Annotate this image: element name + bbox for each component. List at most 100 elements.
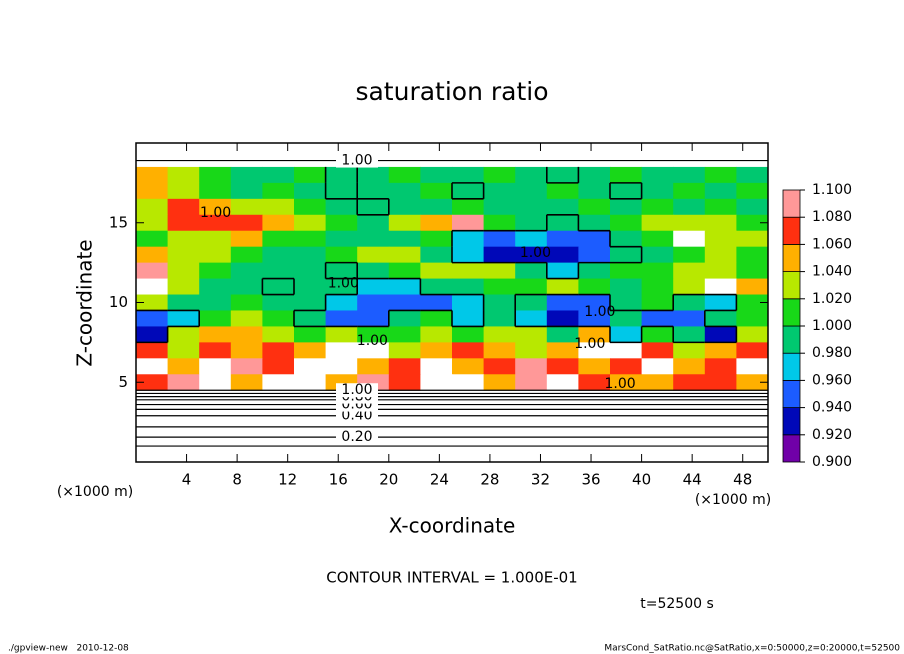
cell <box>515 278 548 296</box>
cell <box>515 342 548 359</box>
cell <box>704 358 737 375</box>
cell <box>704 310 737 327</box>
contour-label-bg <box>336 408 378 423</box>
cell <box>610 326 643 343</box>
contour-label: 1.00 <box>341 382 372 398</box>
cell <box>294 358 327 375</box>
cell <box>673 262 706 280</box>
colorbar-band <box>782 189 801 218</box>
cell <box>610 358 643 375</box>
y-tick-label: 15 <box>109 213 128 231</box>
colorbar-label: 0.940 <box>812 400 852 416</box>
cell <box>420 326 453 343</box>
cell <box>167 182 200 200</box>
cell <box>199 214 232 232</box>
cell <box>388 310 421 327</box>
cell <box>515 294 548 311</box>
cell <box>230 358 263 375</box>
cell <box>262 374 295 391</box>
cell <box>199 374 232 391</box>
cell <box>704 214 737 232</box>
x-tick-label: 4 <box>182 471 192 489</box>
y-tick-label: 5 <box>118 373 128 391</box>
cell <box>199 326 232 343</box>
cell <box>262 198 295 216</box>
cell <box>199 198 232 216</box>
cell <box>388 166 421 184</box>
cell <box>294 182 327 200</box>
x-tick-label: 24 <box>430 471 449 489</box>
cell <box>388 198 421 216</box>
cell <box>199 278 232 296</box>
footer-right: MarsCond_SatRatio.nc@SatRatio,x=0:50000,… <box>604 644 900 654</box>
cell <box>325 310 358 327</box>
cell <box>641 278 674 296</box>
cell <box>420 374 453 391</box>
cell <box>641 262 674 280</box>
cell <box>357 230 390 248</box>
x-axis-label: X-coordinate <box>389 514 516 538</box>
cell <box>325 246 358 264</box>
cell <box>420 166 453 184</box>
cell <box>515 326 548 343</box>
cell <box>357 342 390 359</box>
cell <box>452 342 485 359</box>
cell <box>610 182 643 200</box>
cell <box>578 230 611 248</box>
cell <box>136 198 169 216</box>
cell <box>641 214 674 232</box>
cell <box>452 262 485 280</box>
contour-label: 1.00 <box>200 205 231 221</box>
cell <box>357 198 390 216</box>
cell <box>167 262 200 280</box>
colorbar-band <box>782 271 801 300</box>
cell <box>167 214 200 232</box>
cell <box>546 230 579 248</box>
cell <box>641 294 674 311</box>
cell <box>483 326 516 343</box>
colorbar-band <box>782 325 801 354</box>
contour-label: 1.00 <box>328 275 359 291</box>
x-tick-label: 40 <box>632 471 651 489</box>
colorbar-band <box>782 298 801 327</box>
cell <box>230 166 263 184</box>
x-tick-label: 8 <box>232 471 242 489</box>
cell <box>230 310 263 327</box>
cell <box>420 294 453 311</box>
contour-label: 1.00 <box>574 336 605 352</box>
cell <box>199 182 232 200</box>
cell <box>167 166 200 184</box>
colorbar-band <box>782 216 801 245</box>
cell <box>357 294 390 311</box>
colorbar-label: 1.080 <box>812 209 852 225</box>
cell <box>167 374 200 391</box>
cell <box>736 262 769 280</box>
cell <box>610 198 643 216</box>
cell <box>736 342 769 359</box>
cell <box>420 262 453 280</box>
cell <box>546 246 579 264</box>
colorbar-band <box>782 352 801 381</box>
cell <box>641 374 674 391</box>
cell <box>546 214 579 232</box>
cell <box>610 374 643 391</box>
cell <box>199 262 232 280</box>
cell <box>578 246 611 264</box>
y-tick-label: 10 <box>109 293 128 311</box>
cell <box>736 246 769 264</box>
cell <box>325 230 358 248</box>
cell <box>673 166 706 184</box>
cell <box>515 358 548 375</box>
cell <box>578 374 611 391</box>
contour-label: 1.00 <box>357 333 388 349</box>
cell <box>452 214 485 232</box>
cell <box>641 342 674 359</box>
cell <box>420 182 453 200</box>
cell <box>546 294 579 311</box>
cell <box>483 342 516 359</box>
cell <box>294 246 327 264</box>
cell <box>230 182 263 200</box>
cell <box>515 262 548 280</box>
cell <box>294 166 327 184</box>
